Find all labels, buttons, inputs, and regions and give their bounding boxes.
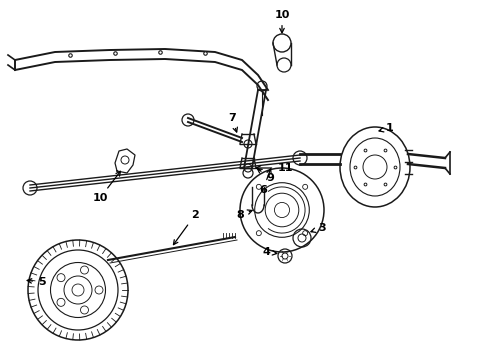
Text: 6: 6 bbox=[259, 169, 271, 195]
Text: 11: 11 bbox=[256, 163, 293, 173]
Text: 5: 5 bbox=[27, 277, 46, 287]
Text: 9: 9 bbox=[257, 168, 274, 183]
Text: 8: 8 bbox=[236, 210, 252, 220]
Text: 4: 4 bbox=[262, 247, 277, 257]
Text: 1: 1 bbox=[379, 123, 394, 133]
Text: 10: 10 bbox=[92, 171, 121, 203]
Text: 7: 7 bbox=[228, 113, 237, 132]
Text: 10: 10 bbox=[274, 10, 290, 33]
Text: 3: 3 bbox=[311, 223, 326, 233]
Text: 2: 2 bbox=[173, 210, 199, 245]
